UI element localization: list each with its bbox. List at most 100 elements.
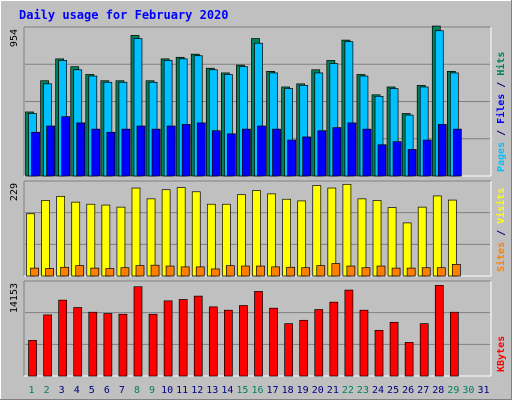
- bar-visits-sites-visits-22: [342, 183, 352, 277]
- bar-kbytes-kbytes-23: [359, 309, 369, 377]
- bar-kbytes-kbytes-12: [193, 295, 203, 377]
- legend-item-hits-files-pages-4: Hits: [495, 52, 507, 76]
- bar-visits-sites-visits-2: [41, 200, 50, 277]
- bar-kbytes-kbytes-8: [133, 286, 143, 377]
- x-tick-label-11: 11: [176, 385, 188, 396]
- bar-visits-sites-sites-27: [421, 267, 431, 277]
- x-tick-label-6: 6: [104, 385, 110, 396]
- legend-item-visits-sites-0: Sites: [495, 242, 507, 272]
- bar-visits-sites-sites-9: [150, 264, 160, 277]
- bar-visits-sites-sites-1: [30, 267, 39, 277]
- bar-visits-sites-visits-14: [222, 203, 231, 277]
- bar-kbytes-kbytes-29: [449, 311, 459, 377]
- bar-visits-sites-sites-7: [120, 267, 130, 277]
- bar-kbytes-kbytes-7: [118, 313, 128, 377]
- bar-visits-sites-sites-3: [60, 266, 70, 277]
- bar-visits-sites-sites-21: [331, 263, 341, 277]
- bar-visits-sites-sites-22: [346, 265, 356, 277]
- bar-hits-files-pages-pages-21: [332, 127, 342, 177]
- bar-visits-sites-visits-12: [191, 191, 201, 277]
- x-tick-label-16: 16: [251, 385, 263, 396]
- x-tick-label-22: 22: [342, 385, 354, 396]
- bar-visits-sites-sites-20: [316, 265, 326, 277]
- bar-hits-files-pages-pages-27: [422, 139, 432, 177]
- bar-visits-sites-visits-13: [206, 203, 216, 277]
- x-tick-label-14: 14: [221, 385, 233, 396]
- bar-kbytes-kbytes-15: [239, 305, 248, 377]
- x-tick-label-12: 12: [191, 385, 203, 396]
- bar-kbytes-kbytes-4: [73, 307, 83, 377]
- max-label-hits-files-pages: 954: [9, 29, 20, 47]
- x-tick-label-7: 7: [119, 385, 125, 396]
- bar-kbytes-kbytes-17: [269, 307, 278, 377]
- x-tick-label-1: 1: [29, 385, 35, 396]
- x-tick-label-29: 29: [447, 385, 459, 396]
- bar-kbytes-kbytes-10: [163, 300, 173, 377]
- bar-kbytes-kbytes-14: [224, 309, 233, 377]
- bar-visits-sites-sites-15: [241, 265, 250, 277]
- bar-visits-sites-sites-18: [286, 266, 295, 277]
- x-tick-label-15: 15: [236, 385, 248, 396]
- bar-kbytes-kbytes-1: [28, 340, 37, 377]
- x-tick-label-17: 17: [267, 385, 279, 396]
- bar-visits-sites-sites-13: [210, 268, 220, 277]
- bar-kbytes-kbytes-18: [284, 323, 293, 377]
- chart-title: Daily usage for February 2020: [19, 8, 229, 22]
- x-tick-label-27: 27: [417, 385, 429, 396]
- bar-visits-sites-visits-20: [312, 185, 322, 277]
- bar-visits-sites-sites-14: [226, 265, 235, 277]
- bar-visits-sites-sites-6: [105, 268, 115, 277]
- legend-item-hits-files-pages-3: /: [496, 76, 507, 94]
- x-tick-label-25: 25: [387, 385, 399, 396]
- x-tick-label-5: 5: [89, 385, 95, 396]
- bar-hits-files-pages-pages-2: [46, 125, 55, 177]
- bar-hits-files-pages-pages-3: [61, 116, 71, 177]
- x-tick-label-10: 10: [161, 385, 173, 396]
- x-tick-label-13: 13: [206, 385, 218, 396]
- bar-hits-files-pages-pages-11: [181, 124, 191, 177]
- bar-hits-files-pages-pages-10: [166, 125, 176, 177]
- bar-kbytes-kbytes-27: [419, 323, 429, 377]
- bar-hits-files-pages-pages-16: [257, 125, 266, 177]
- bar-visits-sites-sites-23: [361, 267, 371, 277]
- bar-visits-sites-sites-4: [75, 265, 85, 277]
- bar-visits-sites-visits-24: [372, 200, 382, 277]
- legend-hits-files-pages: Pages / Files / Hits: [495, 52, 507, 172]
- bar-visits-sites-sites-10: [165, 265, 175, 277]
- bar-hits-files-pages-pages-18: [287, 139, 296, 177]
- bar-visits-sites-sites-8: [135, 265, 145, 277]
- bar-hits-files-pages-pages-13: [211, 130, 221, 177]
- bar-hits-files-pages-pages-12: [196, 122, 206, 177]
- bar-visits-sites-sites-29: [451, 264, 461, 277]
- bar-kbytes-kbytes-26: [404, 342, 414, 377]
- bar-hits-files-pages-pages-15: [242, 128, 251, 177]
- bar-visits-sites-sites-16: [256, 265, 265, 277]
- bar-kbytes-kbytes-13: [208, 306, 218, 377]
- x-tick-label-19: 19: [297, 385, 309, 396]
- x-tick-label-20: 20: [312, 385, 324, 396]
- x-tick-label-28: 28: [432, 385, 444, 396]
- bar-visits-sites-sites-17: [271, 266, 280, 277]
- bar-kbytes-kbytes-22: [344, 289, 354, 377]
- bar-kbytes-kbytes-21: [329, 301, 339, 377]
- bar-visits-sites-visits-27: [417, 206, 427, 277]
- bar-kbytes-kbytes-11: [178, 299, 188, 377]
- bar-visits-sites-visits-11: [176, 187, 186, 277]
- bar-visits-sites-visits-1: [26, 213, 35, 277]
- bar-kbytes-kbytes-19: [299, 319, 309, 377]
- bar-visits-sites-sites-26: [406, 267, 416, 277]
- bar-visits-sites-sites-12: [195, 266, 205, 277]
- bar-visits-sites-visits-15: [237, 194, 246, 277]
- x-tick-label-2: 2: [44, 385, 50, 396]
- bar-visits-sites-visits-5: [86, 203, 96, 277]
- bar-visits-sites-sites-24: [376, 265, 386, 277]
- bar-visits-sites-visits-16: [252, 190, 261, 277]
- x-tick-label-18: 18: [282, 385, 294, 396]
- x-tick-label-24: 24: [372, 385, 384, 396]
- bar-visits-sites-visits-7: [116, 206, 126, 277]
- bar-hits-files-pages-pages-26: [407, 149, 417, 177]
- max-label-kbytes: 14153: [9, 283, 20, 313]
- legend-item-visits-sites-1: /: [496, 224, 507, 242]
